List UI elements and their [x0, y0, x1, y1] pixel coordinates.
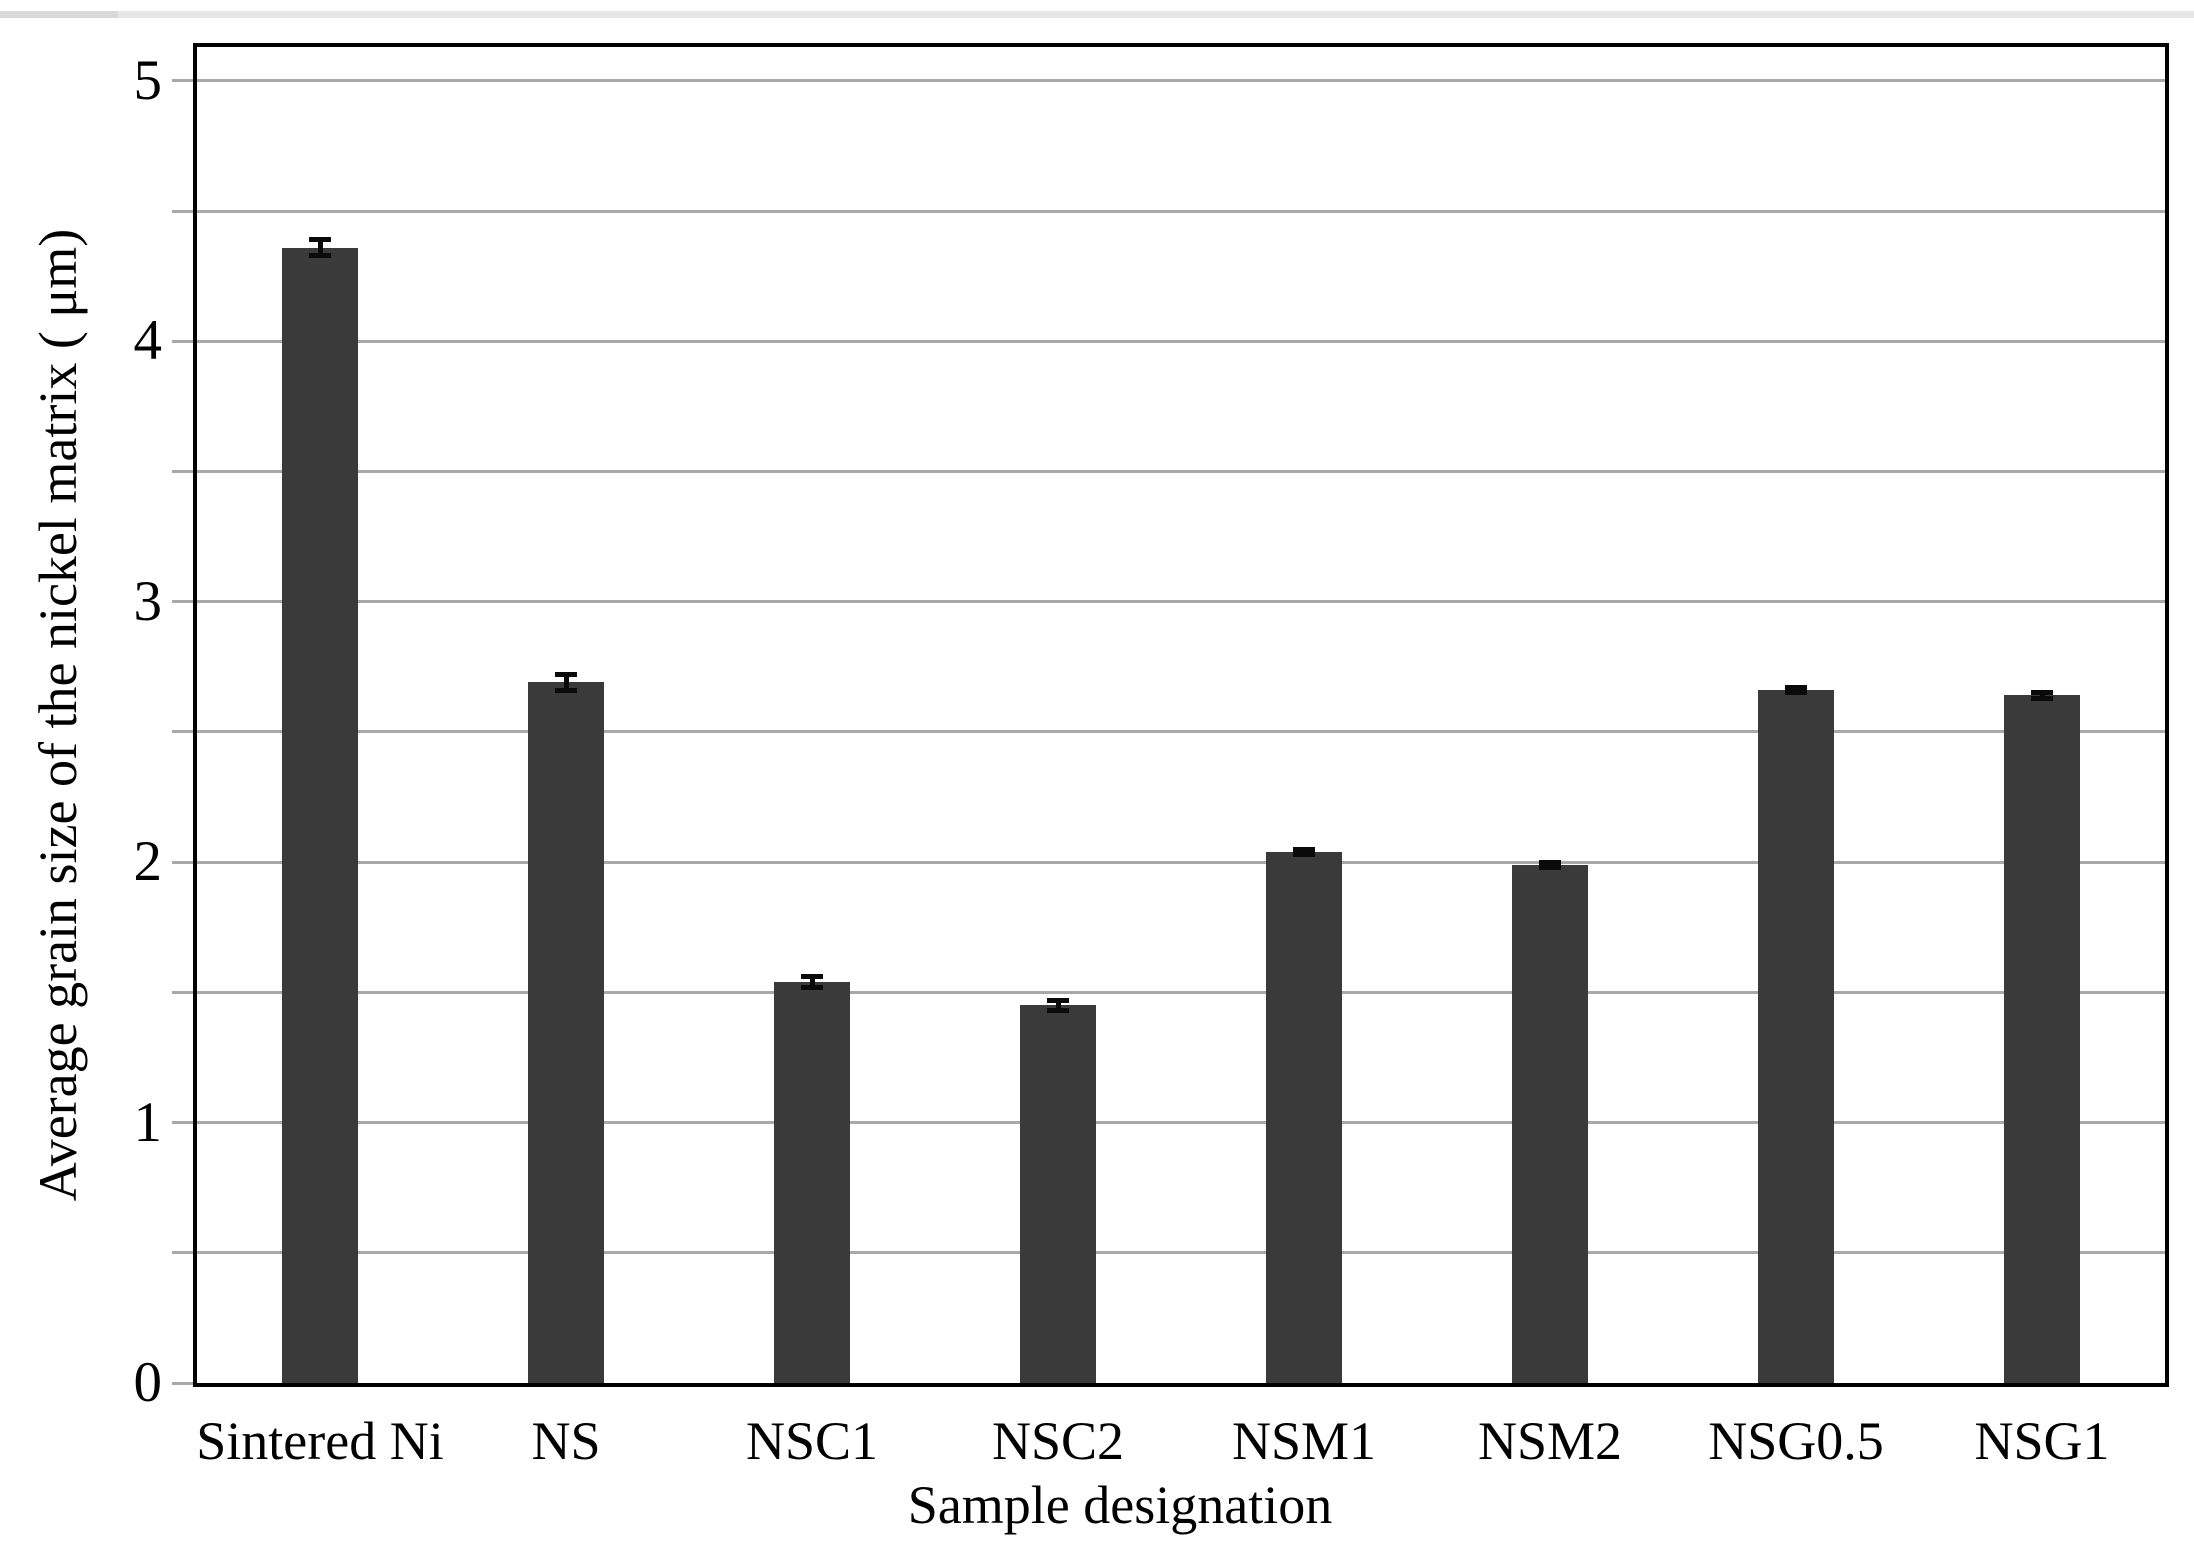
error-bar — [1293, 846, 1315, 857]
error-bar-line — [563, 672, 569, 693]
error-bar-line — [1055, 997, 1061, 1014]
error-bar-cap-bottom — [2031, 695, 2053, 701]
y-tick-label: 3 — [133, 569, 163, 633]
gridline — [197, 470, 2165, 473]
bar-NSM1 — [1266, 851, 1342, 1383]
gridline — [197, 79, 2165, 83]
gridline — [197, 1121, 2165, 1125]
y-tick — [172, 990, 196, 994]
error-bar-cap-top — [801, 974, 823, 980]
category-label-NSG1: NSG1 — [1974, 1411, 2110, 1471]
error-bar — [2031, 690, 2053, 701]
bar-NSG0.5 — [1758, 690, 1834, 1383]
error-bar-cap-bottom — [555, 687, 577, 693]
category-label-NSM2: NSM2 — [1477, 1411, 1623, 1471]
y-tick — [172, 339, 196, 343]
bar-NSG1 — [2004, 695, 2080, 1383]
plot-area — [197, 47, 2165, 1383]
error-bar-line — [317, 237, 323, 258]
y-tick — [172, 1121, 196, 1125]
error-bar-cap-bottom — [309, 252, 331, 258]
error-bar — [1539, 859, 1561, 870]
bar-NS — [528, 682, 604, 1383]
error-bar — [801, 974, 823, 990]
scan-artifact-strip-dark — [0, 11, 118, 18]
bar-Sintered Ni — [282, 247, 358, 1383]
bar-NSC2 — [1020, 1005, 1096, 1383]
gridline — [197, 990, 2165, 994]
error-bar-line — [809, 974, 815, 990]
gridline — [197, 1251, 2165, 1255]
error-bar — [1785, 685, 1807, 696]
category-label-Sintered Ni: Sintered Ni — [196, 1411, 444, 1471]
y-tick — [172, 730, 196, 734]
error-bar-cap-top — [1047, 997, 1069, 1003]
category-label-NSC1: NSC1 — [745, 1411, 879, 1471]
error-bar-cap-bottom — [1293, 851, 1315, 857]
gridline — [197, 860, 2165, 864]
y-tick — [172, 469, 196, 473]
error-bar-cap-top — [1785, 685, 1807, 691]
error-bar — [309, 237, 331, 258]
error-bar — [555, 672, 577, 693]
plot-border — [193, 43, 2169, 1387]
scan-artifact-strip — [0, 11, 2194, 18]
x-axis-title: Sample designation — [907, 1475, 1333, 1535]
error-bar — [1047, 997, 1069, 1014]
y-tick-label: 4 — [133, 309, 163, 373]
category-label-NSM1: NSM1 — [1231, 1411, 1377, 1471]
error-bar-cap-top — [2031, 690, 2053, 696]
y-tick — [172, 860, 196, 864]
error-bar-cap-top — [1539, 859, 1561, 865]
error-bar-line — [1301, 846, 1307, 857]
y-tick-label: 0 — [133, 1351, 163, 1414]
y-tick — [172, 1251, 196, 1255]
y-tick — [172, 600, 196, 604]
y-tick-label: 5 — [133, 48, 163, 112]
error-bar-cap-top — [1293, 846, 1315, 852]
error-bar-cap-bottom — [1785, 690, 1807, 696]
error-bar-line — [2039, 690, 2045, 701]
error-bar-line — [1547, 859, 1553, 870]
y-tick-label: 2 — [133, 830, 163, 894]
error-bar-cap-bottom — [1047, 1008, 1069, 1014]
category-label-NS: NS — [531, 1411, 601, 1471]
error-bar-cap-top — [309, 237, 331, 243]
gridline — [197, 339, 2165, 343]
gridline — [197, 209, 2165, 213]
bar-NSC1 — [774, 981, 850, 1383]
error-bar-line — [1793, 685, 1799, 696]
category-label-NSC2: NSC2 — [991, 1411, 1125, 1471]
gridline — [197, 600, 2165, 604]
gridline — [197, 730, 2165, 734]
y-tick — [172, 209, 196, 213]
y-tick — [172, 1381, 196, 1385]
y-tick-label: 1 — [133, 1090, 163, 1154]
error-bar-cap-bottom — [801, 984, 823, 990]
category-label-NSG0.5: NSG0.5 — [1708, 1411, 1884, 1471]
bar-NSM2 — [1512, 864, 1588, 1383]
error-bar-cap-top — [555, 672, 577, 678]
y-tick — [172, 79, 196, 83]
error-bar-cap-bottom — [1539, 864, 1561, 870]
